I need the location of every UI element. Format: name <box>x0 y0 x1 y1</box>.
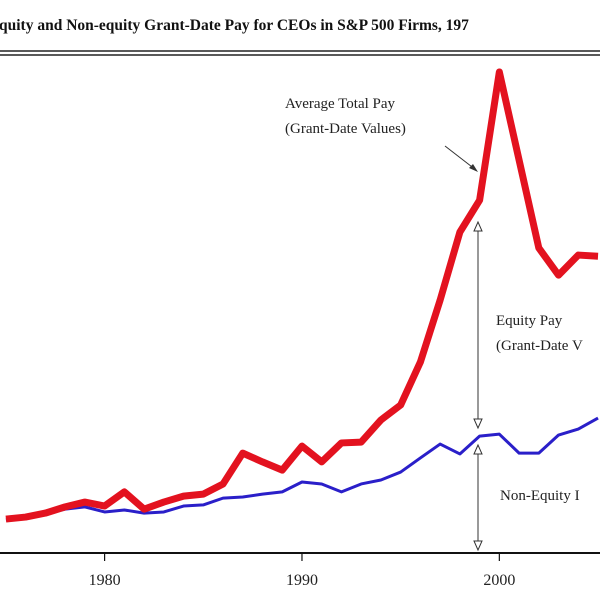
annotation-total-pay: Average Total Pay <box>285 96 396 112</box>
total-pay-arrow <box>444 145 477 171</box>
annotation-total-pay-sub: (Grant-Date Values) <box>285 121 406 137</box>
total-pay-arrowhead <box>469 164 478 172</box>
non-equity-double-arrow <box>473 443 483 552</box>
x-tick-label: 1980 <box>89 572 121 589</box>
equity-double-arrow <box>473 220 483 430</box>
chart-title: quity and Non-equity Grant-Date Pay for … <box>0 17 469 34</box>
x-tick-label: 1990 <box>286 572 318 589</box>
annotation-equity-pay-sub: (Grant-Date V <box>496 338 583 354</box>
series-total-pay-line <box>5 68 599 523</box>
x-tick-label: 2000 <box>483 572 515 589</box>
annotation-equity-pay: Equity Pay <box>496 313 563 329</box>
series-non-equity-line <box>5 416 599 522</box>
annotation-non-equity: Non-Equity I <box>500 488 580 504</box>
